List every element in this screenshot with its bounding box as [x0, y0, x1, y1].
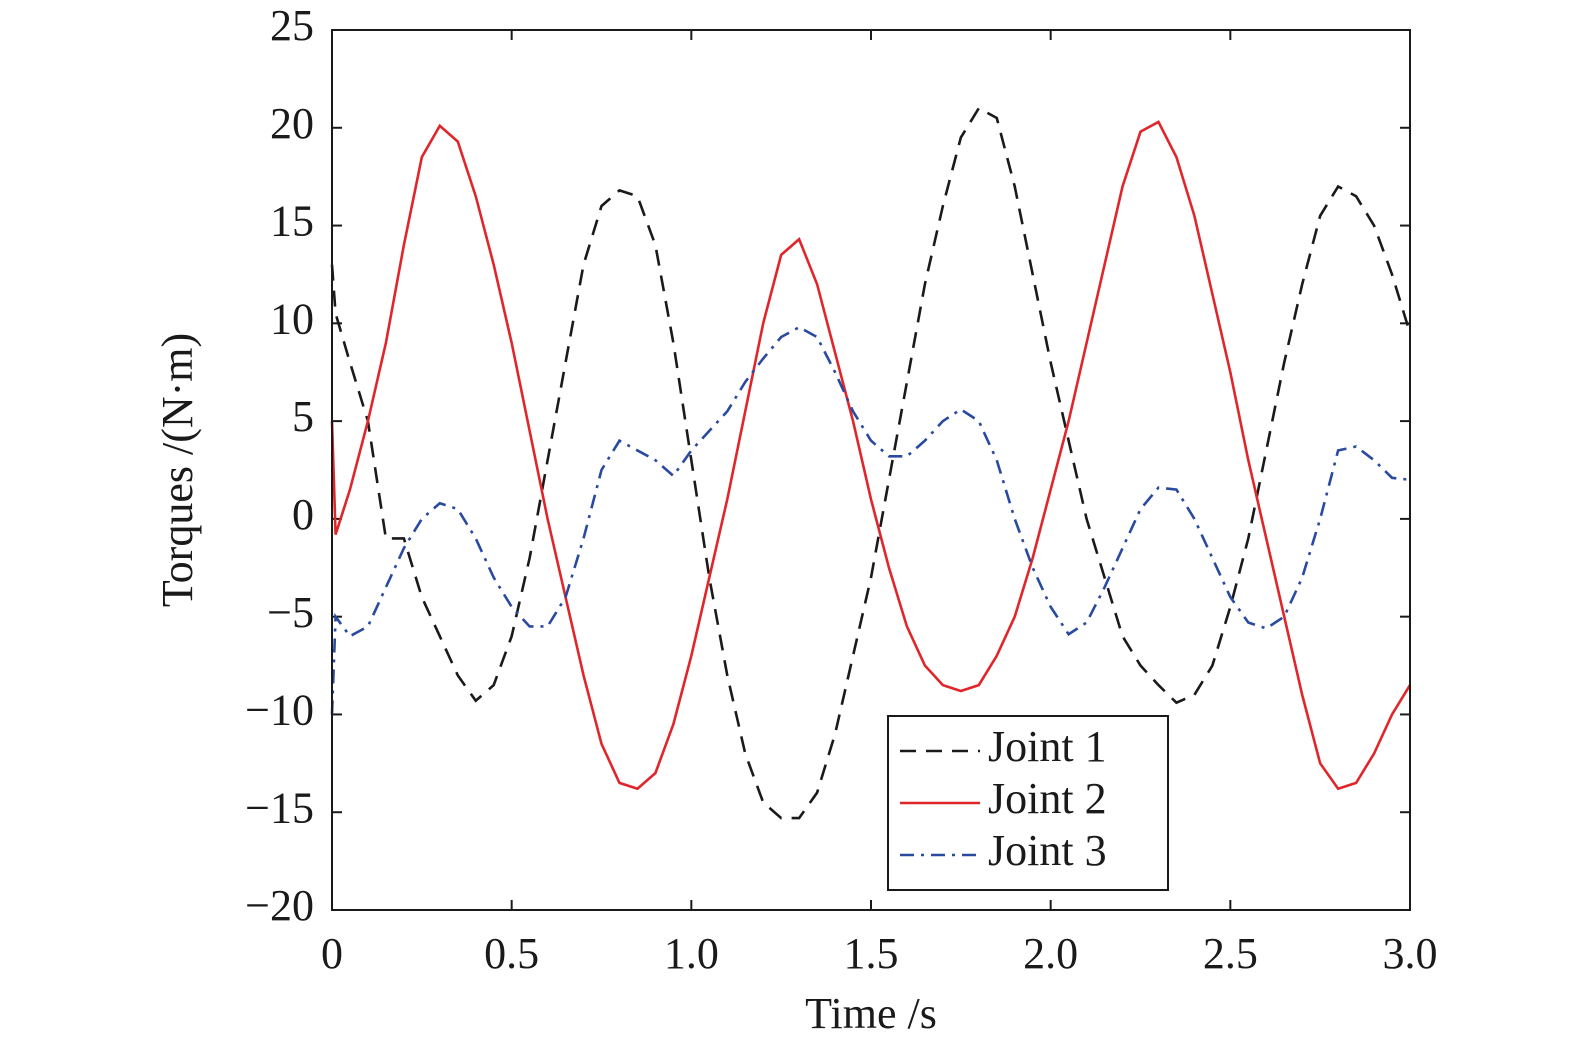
legend-label: Joint 1 [988, 722, 1107, 771]
y-tick-label: 10 [270, 294, 314, 343]
y-tick-label: −5 [267, 588, 314, 637]
x-tick-label: 0.5 [484, 929, 539, 978]
x-tick-label: 1.0 [664, 929, 719, 978]
y-axis-label: Torques /(N·m) [153, 333, 202, 607]
y-tick-label: 5 [292, 392, 314, 441]
plot-frame [331, 29, 1411, 911]
y-tick-label: −20 [245, 881, 314, 930]
x-tick-label: 1.5 [844, 929, 899, 978]
y-tick-label: −15 [245, 783, 314, 832]
data-line [330, 325, 1411, 715]
data-line [330, 120, 1412, 791]
y-tick-label: −10 [245, 686, 314, 735]
data-line [330, 106, 1412, 820]
legend-label: Joint 3 [988, 826, 1107, 875]
y-tick-label: 0 [292, 490, 314, 539]
x-tick-label: 3.0 [1383, 929, 1438, 978]
x-axis-label: Time /s [805, 989, 937, 1038]
x-tick-label: 0 [321, 929, 343, 978]
x-tick-label: 2.5 [1203, 929, 1258, 978]
y-tick-label: 25 [270, 1, 314, 50]
x-tick-label: 2.0 [1023, 929, 1078, 978]
legend-label: Joint 2 [988, 774, 1107, 823]
y-tick-label: 15 [270, 197, 314, 246]
y-tick-label: 20 [270, 99, 314, 148]
